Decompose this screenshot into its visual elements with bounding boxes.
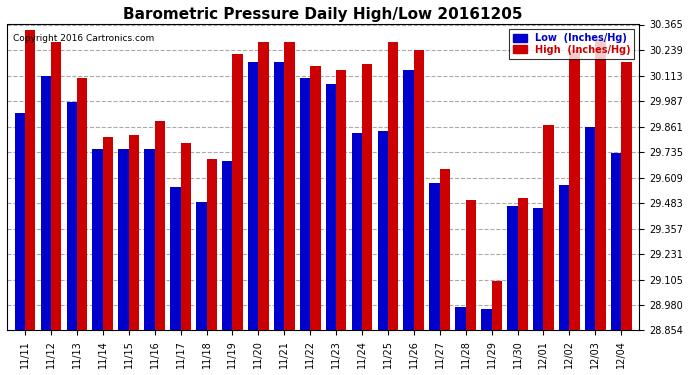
Bar — [595, 40, 606, 330]
Bar — [466, 200, 476, 330]
Bar — [388, 42, 398, 330]
Bar — [25, 30, 35, 330]
Title: Barometric Pressure Daily High/Low 20161205: Barometric Pressure Daily High/Low 20161… — [124, 7, 523, 22]
Bar — [258, 42, 268, 330]
Bar — [352, 133, 362, 330]
Bar — [533, 208, 544, 330]
Bar — [611, 153, 621, 330]
Bar — [274, 62, 284, 330]
Bar — [103, 137, 113, 330]
Bar — [491, 280, 502, 330]
Bar — [569, 50, 580, 330]
Bar — [518, 198, 528, 330]
Bar — [507, 206, 518, 330]
Bar — [621, 62, 631, 330]
Bar — [455, 307, 466, 330]
Bar — [14, 112, 25, 330]
Bar — [326, 84, 336, 330]
Bar — [77, 78, 88, 330]
Bar — [300, 78, 310, 330]
Bar — [196, 202, 206, 330]
Bar — [233, 54, 243, 330]
Bar — [481, 309, 491, 330]
Bar — [429, 183, 440, 330]
Bar — [336, 70, 346, 330]
Bar — [362, 64, 373, 330]
Bar — [51, 42, 61, 330]
Bar — [414, 50, 424, 330]
Bar — [119, 149, 129, 330]
Bar — [377, 131, 388, 330]
Text: Copyright 2016 Cartronics.com: Copyright 2016 Cartronics.com — [13, 34, 155, 43]
Bar — [155, 121, 165, 330]
Bar — [41, 76, 51, 330]
Bar — [144, 149, 155, 330]
Bar — [585, 127, 595, 330]
Bar — [66, 102, 77, 330]
Bar — [222, 161, 233, 330]
Bar — [310, 66, 321, 330]
Bar — [248, 62, 258, 330]
Bar — [440, 169, 450, 330]
Bar — [129, 135, 139, 330]
Bar — [559, 185, 569, 330]
Bar — [181, 143, 191, 330]
Bar — [404, 70, 414, 330]
Bar — [92, 149, 103, 330]
Bar — [206, 159, 217, 330]
Bar — [284, 42, 295, 330]
Bar — [170, 188, 181, 330]
Bar — [544, 125, 554, 330]
Legend: Low  (Inches/Hg), High  (Inches/Hg): Low (Inches/Hg), High (Inches/Hg) — [509, 29, 635, 58]
